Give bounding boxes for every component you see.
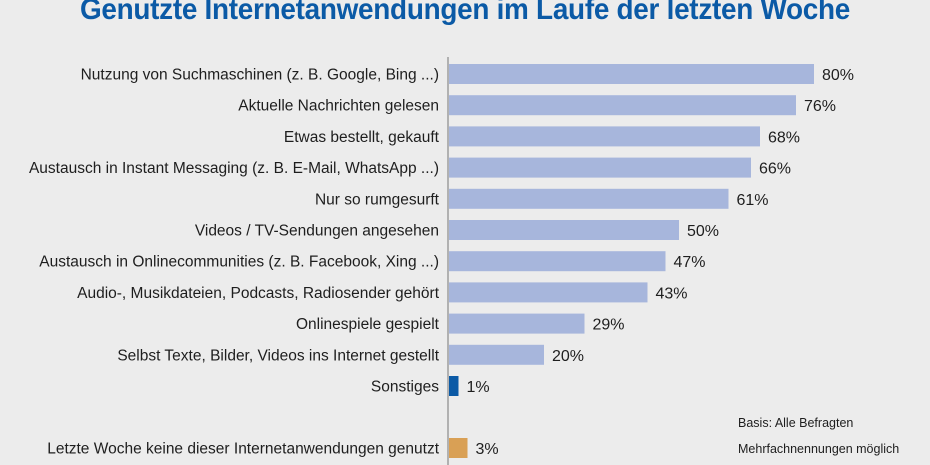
category-label: Selbst Texte, Bilder, Videos ins Interne…: [117, 347, 439, 364]
data-label: 61%: [737, 192, 769, 209]
bar: [449, 313, 585, 334]
category-label: Letzte Woche keine dieser Internetanwend…: [47, 441, 439, 458]
bar: [449, 282, 648, 303]
category-label: Audio-, Musikdateien, Podcasts, Radiosen…: [77, 285, 440, 302]
data-label: 66%: [759, 161, 791, 178]
data-label: 68%: [768, 129, 800, 146]
bar: [449, 344, 544, 365]
bar: [449, 251, 666, 272]
bar: [449, 126, 760, 147]
data-label: 80%: [822, 67, 854, 84]
bar: [449, 188, 729, 209]
note-basis: Basis: Alle Befragten: [738, 416, 854, 430]
category-label: Nur so rumgesurft: [315, 191, 440, 208]
chart-title: Genutzte Internetanwendungen im Laufe de…: [79, 0, 851, 26]
category-label: Aktuelle Nachrichten gelesen: [238, 98, 439, 115]
data-label: 29%: [593, 317, 625, 334]
category-label: Onlinespiele gespielt: [296, 316, 440, 333]
data-label: 76%: [804, 98, 836, 115]
data-label: 1%: [467, 379, 490, 396]
category-label: Videos / TV-Sendungen angesehen: [195, 223, 439, 240]
bar: [449, 157, 751, 178]
category-label: Sonstiges: [371, 379, 439, 396]
category-label: Nutzung von Suchmaschinen (z. B. Google,…: [81, 67, 439, 84]
bar: [449, 95, 796, 116]
bar: [449, 376, 459, 396]
bar: [449, 438, 468, 458]
bar: [449, 220, 679, 240]
data-label: 3%: [476, 441, 499, 458]
note-multiple-answers: Mehrfachnennungen möglich: [738, 442, 900, 456]
category-label: Austausch in Onlinecommunities (z. B. Fa…: [39, 254, 439, 271]
bar: [449, 64, 814, 84]
category-label: Etwas bestellt, gekauft: [284, 129, 440, 146]
data-label: 47%: [674, 254, 706, 271]
data-label: 20%: [552, 348, 584, 365]
data-label: 50%: [687, 223, 719, 240]
category-label: Austausch in Instant Messaging (z. B. E-…: [29, 160, 439, 177]
data-label: 43%: [656, 285, 688, 302]
